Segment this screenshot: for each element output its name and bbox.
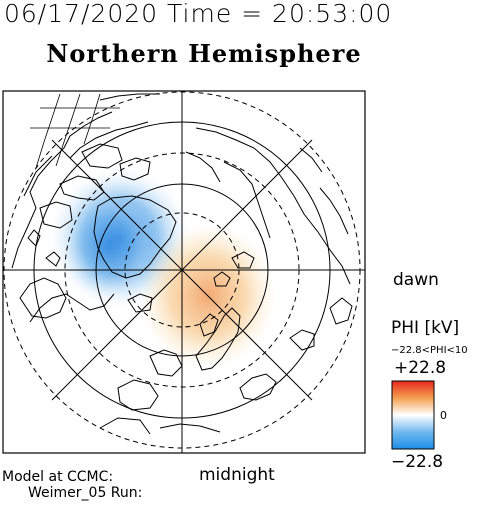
run-label: Weimer_05 Run:	[28, 485, 143, 501]
colorbar-title: PHI [kV]	[391, 318, 460, 338]
colorbar-gradient	[391, 380, 435, 450]
colorbar	[391, 380, 435, 450]
midnight-label: midnight	[199, 465, 275, 485]
negative-potential-cell-core	[64, 194, 152, 298]
meridian-diagonal-2	[51, 139, 313, 401]
dawn-label: dawn	[393, 270, 439, 290]
canada-grid	[30, 93, 120, 169]
colorbar-range: −22.8<PHI<10	[391, 346, 468, 356]
colorbar-zero-label: 0	[440, 409, 447, 422]
colorbar-min-label: −22.8	[391, 452, 444, 472]
coastlines	[11, 93, 353, 435]
map-frame	[2, 90, 366, 454]
polar-potential-map	[2, 90, 366, 454]
date-time-label: 06/17/2020 Time = 20:53:00	[4, 0, 393, 28]
colorbar-max-label: +22.8	[394, 358, 447, 378]
model-label: Model at CCMC:	[2, 469, 114, 485]
hemisphere-title: Northern Hemisphere	[46, 39, 362, 68]
